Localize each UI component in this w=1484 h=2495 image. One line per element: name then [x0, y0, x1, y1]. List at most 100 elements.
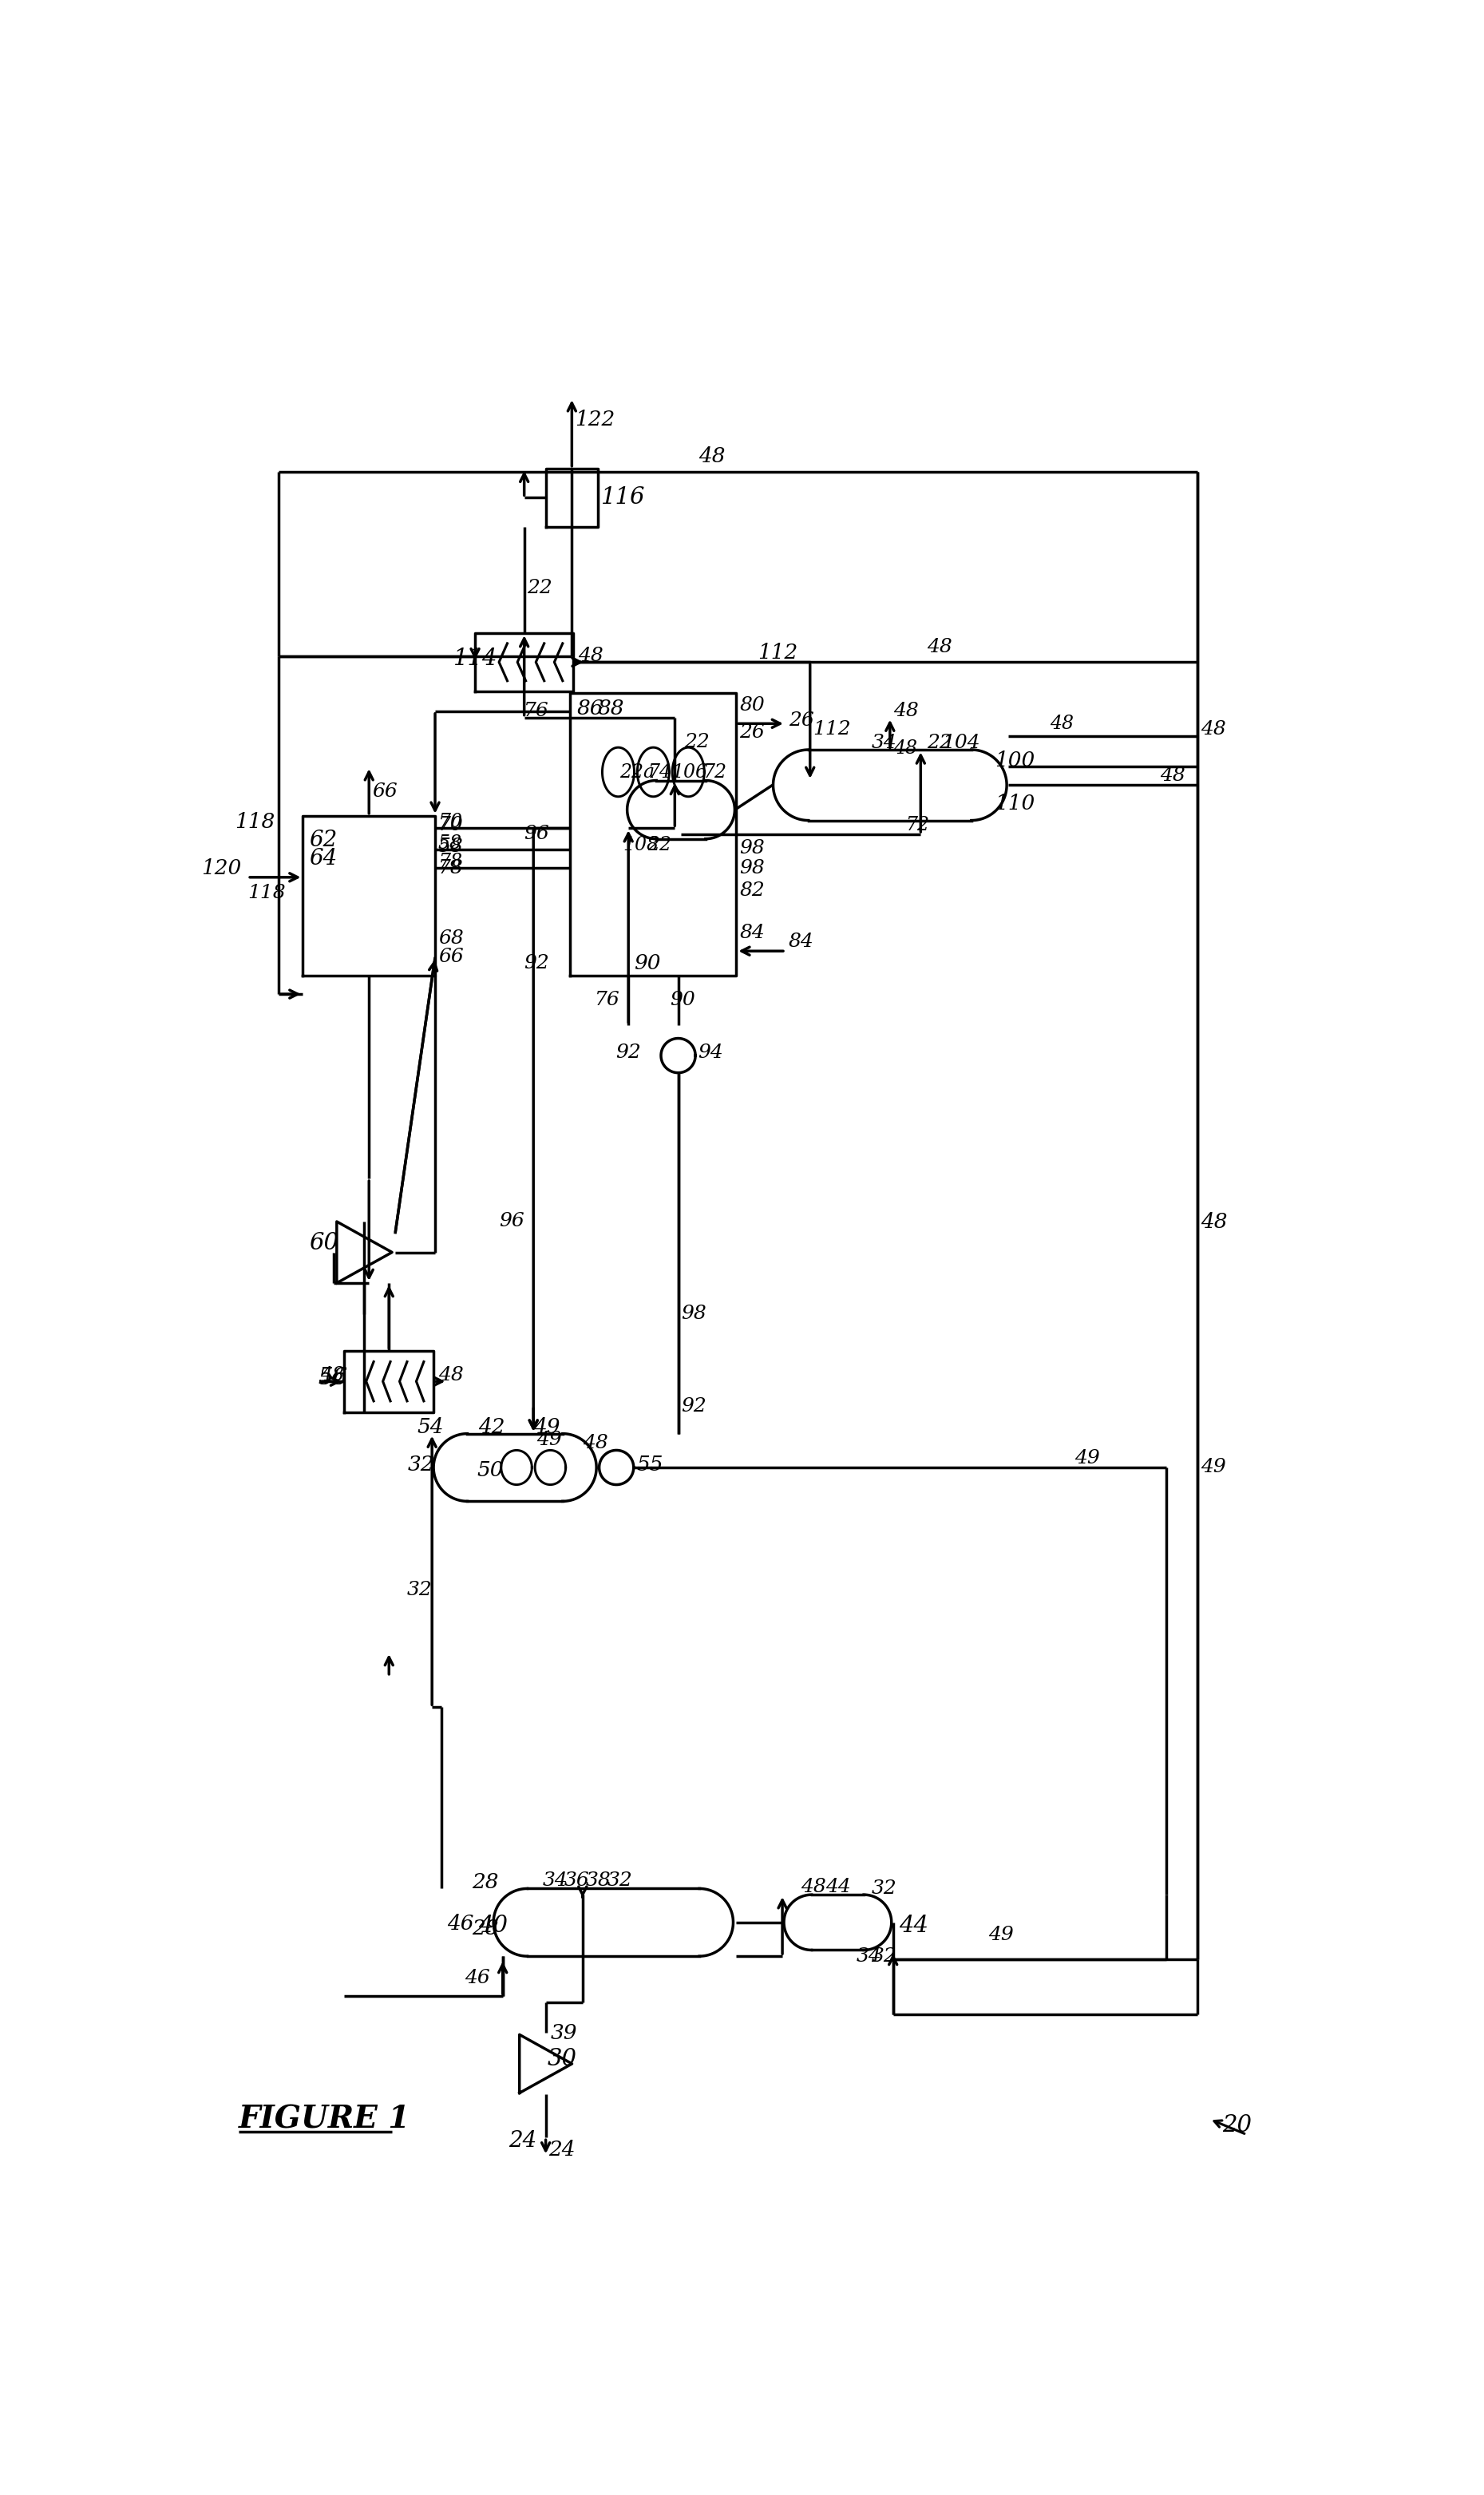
Text: 40: 40	[478, 1914, 508, 1936]
Text: 54: 54	[417, 1417, 444, 1437]
Text: 48: 48	[1049, 714, 1074, 734]
Text: 82: 82	[739, 881, 764, 901]
Text: 39: 39	[551, 2023, 577, 2043]
Text: 48: 48	[438, 1367, 463, 1385]
Text: 44: 44	[899, 1914, 929, 1936]
Text: 46: 46	[447, 1914, 473, 1934]
Text: 49: 49	[988, 1926, 1014, 1944]
Text: 56: 56	[318, 1367, 347, 1390]
Text: 48: 48	[583, 1435, 608, 1452]
Text: 100: 100	[994, 751, 1034, 771]
Text: 78: 78	[438, 858, 463, 878]
Text: 32: 32	[607, 1871, 632, 1889]
Text: 66: 66	[372, 781, 398, 801]
Text: 30: 30	[548, 2048, 577, 2071]
Text: 48: 48	[893, 701, 919, 721]
Text: 92: 92	[616, 1043, 641, 1063]
Text: 108: 108	[623, 836, 659, 853]
Text: 60: 60	[309, 1233, 338, 1255]
Text: 96: 96	[524, 826, 549, 843]
Text: 70: 70	[438, 816, 463, 833]
Text: 46: 46	[464, 1969, 490, 1986]
Text: 98: 98	[681, 1305, 706, 1322]
Text: 34: 34	[856, 1946, 881, 1966]
Text: 118: 118	[234, 811, 275, 831]
Text: 48: 48	[928, 639, 953, 656]
Text: 38: 38	[586, 1871, 611, 1889]
Text: 22: 22	[684, 734, 709, 751]
Text: 58: 58	[438, 838, 463, 856]
Text: 22: 22	[647, 836, 671, 853]
Text: 116: 116	[601, 487, 646, 509]
Text: 76: 76	[524, 701, 549, 721]
Text: 58: 58	[438, 833, 462, 853]
Text: 84: 84	[788, 933, 813, 951]
Text: 22a: 22a	[619, 763, 654, 781]
Text: 48: 48	[801, 1879, 827, 1896]
Text: 80: 80	[739, 696, 764, 714]
Text: 32: 32	[871, 1946, 896, 1966]
Text: 34: 34	[542, 1871, 567, 1889]
Text: 32: 32	[408, 1455, 435, 1475]
Text: 70: 70	[438, 813, 462, 831]
Text: 62: 62	[309, 831, 337, 851]
Text: 110: 110	[994, 793, 1034, 813]
Text: 55: 55	[637, 1455, 663, 1475]
Text: 28: 28	[472, 1919, 499, 1939]
Text: 120: 120	[202, 858, 242, 878]
Text: 104: 104	[942, 734, 981, 753]
Text: 20: 20	[1221, 2113, 1251, 2136]
Text: 56: 56	[318, 1367, 347, 1390]
Text: 24: 24	[549, 2141, 576, 2161]
Text: 114: 114	[454, 649, 497, 671]
Text: 24: 24	[509, 2131, 537, 2151]
Text: 48: 48	[699, 447, 726, 467]
Text: 88: 88	[598, 699, 625, 719]
Text: 96: 96	[499, 1213, 524, 1230]
Text: 64: 64	[309, 848, 337, 871]
Text: 49: 49	[1201, 1457, 1226, 1477]
Text: 74: 74	[647, 763, 671, 781]
Text: 32: 32	[407, 1582, 432, 1599]
Text: 32: 32	[871, 1879, 896, 1899]
Text: 106: 106	[672, 763, 708, 781]
Text: 50: 50	[476, 1460, 503, 1480]
Text: 48: 48	[1201, 1213, 1227, 1233]
Text: 49: 49	[1074, 1450, 1100, 1467]
Text: 34: 34	[871, 734, 896, 753]
Text: 44: 44	[825, 1879, 850, 1896]
Text: 92: 92	[524, 953, 549, 973]
Text: 122: 122	[574, 409, 614, 429]
Text: 90: 90	[634, 953, 660, 973]
Text: 36: 36	[564, 1871, 589, 1889]
Text: 22: 22	[527, 579, 552, 596]
Text: 112: 112	[813, 721, 852, 739]
Text: 49: 49	[537, 1430, 562, 1450]
Text: 92: 92	[681, 1397, 706, 1415]
Text: 48: 48	[893, 739, 917, 758]
Text: 48: 48	[1159, 766, 1186, 786]
Text: 84: 84	[739, 923, 764, 943]
Text: 118: 118	[248, 883, 285, 901]
Text: 76: 76	[595, 991, 620, 1010]
Text: 68: 68	[438, 931, 463, 948]
Text: 90: 90	[669, 991, 695, 1010]
Text: 22: 22	[928, 734, 953, 753]
Text: 72: 72	[905, 816, 929, 833]
Text: 94: 94	[697, 1043, 723, 1063]
Text: 28: 28	[472, 1871, 499, 1891]
Text: 78: 78	[438, 853, 462, 871]
Text: 48: 48	[579, 646, 604, 666]
Text: 48: 48	[321, 1367, 344, 1385]
Text: 98: 98	[739, 838, 764, 858]
Text: 49: 49	[533, 1417, 559, 1437]
Text: 26: 26	[739, 724, 764, 741]
Text: 48: 48	[1201, 721, 1226, 739]
Text: 66: 66	[438, 948, 463, 966]
Text: 86: 86	[576, 699, 603, 719]
Text: 112: 112	[758, 644, 798, 664]
Text: 98: 98	[739, 858, 764, 878]
Text: 42: 42	[478, 1417, 505, 1437]
Text: 72: 72	[702, 763, 726, 781]
Text: FIGURE 1: FIGURE 1	[239, 2103, 410, 2133]
